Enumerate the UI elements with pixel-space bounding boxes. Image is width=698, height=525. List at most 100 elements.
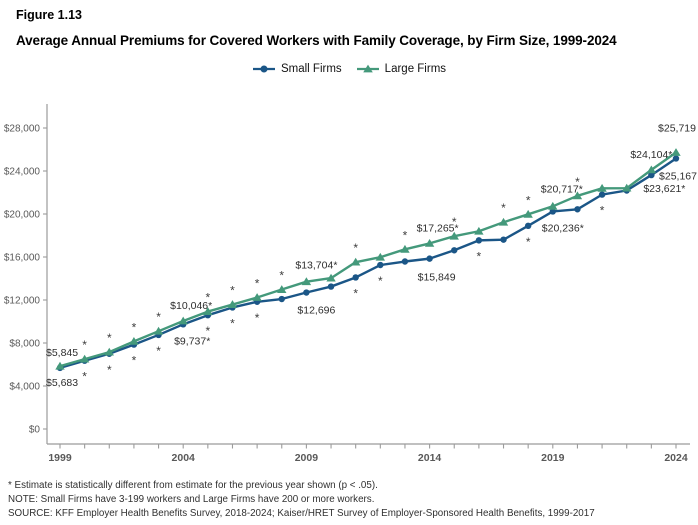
y-tick-label: $20,000 xyxy=(4,210,41,221)
data-point-large-firms-2023 xyxy=(646,165,657,174)
data-label-small-firms-2009: $12,696 xyxy=(297,305,335,317)
data-label-large-firms-2014: $17,265* xyxy=(417,222,459,234)
significance-asterisk-small-firms-2018: * xyxy=(526,235,531,249)
data-point-large-firms-1999 xyxy=(55,361,65,370)
y-tick-label: $16,000 xyxy=(4,253,41,264)
data-point-large-firms-2016 xyxy=(474,226,484,235)
data-point-small-firms-2015 xyxy=(451,247,458,254)
footnote-note: NOTE: Small Firms have 3-199 workers and… xyxy=(8,493,375,505)
triangle-marker-icon xyxy=(356,64,379,73)
data-point-large-firms-2002 xyxy=(129,336,139,345)
significance-asterisk-large-firms-2003: * xyxy=(156,310,161,324)
data-point-large-firms-2022 xyxy=(622,183,632,192)
significance-asterisk-large-firms-2011: * xyxy=(353,241,358,255)
data-point-small-firms-2009 xyxy=(303,289,310,296)
data-label-large-firms-1999: $5,845 xyxy=(46,347,78,359)
data-label-large-firms-2009: $13,704* xyxy=(295,260,337,272)
data-label-small-firms-2014: $15,849 xyxy=(418,272,456,284)
data-point-small-firms-2024 xyxy=(672,155,680,162)
data-label-large-firms-2024: $25,719 xyxy=(658,123,696,135)
significance-asterisk-large-firms-2017: * xyxy=(501,201,506,215)
y-tick-label: $28,000 xyxy=(4,124,41,135)
footnote-significance: * Estimate is statistically different fr… xyxy=(8,480,378,491)
data-point-large-firms-2000 xyxy=(79,354,90,363)
data-point-small-firms-2011 xyxy=(352,274,359,281)
data-point-large-firms-2014 xyxy=(424,239,435,247)
significance-asterisk-large-firms-2005: * xyxy=(206,291,211,305)
data-point-large-firms-2004 xyxy=(178,316,188,325)
data-point-large-firms-2001 xyxy=(104,347,114,356)
series-line-small-firms xyxy=(58,157,678,370)
footnotes: * Estimate is statistically different fr… xyxy=(8,479,595,520)
significance-asterisk-small-firms-2007: * xyxy=(255,311,260,325)
x-tick-label: 2024 xyxy=(664,452,688,464)
significance-asterisk-large-firms-2008: * xyxy=(279,269,284,283)
data-point-large-firms-2007 xyxy=(252,293,262,301)
x-tick-label: 1999 xyxy=(48,452,72,464)
data-point-small-firms-2013 xyxy=(401,258,409,265)
data-point-large-firms-2008 xyxy=(277,285,287,293)
significance-asterisk-small-firms-2000: * xyxy=(82,370,87,384)
significance-asterisk-small-firms-2006: * xyxy=(230,316,235,330)
figure-title: Average Annual Premiums for Covered Work… xyxy=(16,33,617,48)
data-point-large-firms-2013 xyxy=(400,244,410,253)
significance-asterisk-large-firms-2006: * xyxy=(230,284,235,298)
data-point-small-firms-2019 xyxy=(549,208,556,215)
data-point-large-firms-2009 xyxy=(301,277,312,286)
data-label-small-firms-1999: $5,683 xyxy=(46,377,78,389)
data-point-large-firms-2012 xyxy=(375,252,386,261)
legend-item-small-firms: Small Firms xyxy=(252,63,342,75)
significance-asterisk-small-firms-2003: * xyxy=(156,344,161,358)
legend-item-large-firms: Large Firms xyxy=(356,63,446,75)
data-label-small-firms-2004: $9,737* xyxy=(174,335,210,347)
significance-asterisk-large-firms-2007: * xyxy=(255,276,260,290)
data-point-small-firms-2021 xyxy=(598,191,606,198)
significance-asterisk-small-firms-2011: * xyxy=(353,286,358,300)
data-point-large-firms-2017 xyxy=(498,217,509,226)
data-point-large-firms-2021 xyxy=(597,183,607,192)
data-point-large-firms-2019 xyxy=(548,201,558,210)
data-point-small-firms-2014 xyxy=(426,255,433,262)
data-label-large-firms-2023: $24,104* xyxy=(630,149,672,161)
footnote-source: SOURCE: KFF Employer Health Benefits Sur… xyxy=(8,507,595,519)
significance-asterisk-large-firms-2000: * xyxy=(82,338,87,352)
significance-asterisk-large-firms-2020: * xyxy=(575,175,580,189)
significance-asterisk-small-firms-2002: * xyxy=(132,354,137,368)
data-point-large-firms-2010 xyxy=(326,273,336,282)
data-label-large-firms-2004: $10,046* xyxy=(170,300,212,312)
data-point-large-firms-2005 xyxy=(203,307,213,315)
significance-asterisk-small-firms-2012: * xyxy=(378,274,383,288)
legend-label-large-firms: Large Firms xyxy=(384,63,447,75)
data-point-large-firms-2006 xyxy=(227,300,238,308)
data-point-large-firms-2011 xyxy=(350,257,361,266)
y-tick-label: $12,000 xyxy=(4,296,41,307)
x-tick-label: 2019 xyxy=(541,452,565,464)
data-point-large-firms-2003 xyxy=(153,326,164,335)
data-label-small-firms-2019: $20,236* xyxy=(542,222,584,234)
circle-marker-icon xyxy=(252,65,275,73)
series-line-large-firms xyxy=(58,151,678,368)
data-label-small-firms-2024: $25,167 xyxy=(659,170,697,182)
data-label-small-firms-2023: $23,621* xyxy=(643,183,685,195)
significance-asterisk-small-firms-2021: * xyxy=(600,204,605,218)
x-tick-label: 2014 xyxy=(418,452,442,464)
data-point-small-firms-2020 xyxy=(574,206,581,213)
data-point-large-firms-2024 xyxy=(671,148,681,156)
data-point-large-firms-2018 xyxy=(523,209,533,218)
significance-asterisk-large-firms-2013: * xyxy=(403,228,408,242)
y-tick-label: $0 xyxy=(29,425,41,436)
data-point-small-firms-2010 xyxy=(327,283,335,290)
data-point-small-firms-2012 xyxy=(377,261,384,269)
data-point-small-firms-2023 xyxy=(648,171,655,179)
figure-number: Figure 1.13 xyxy=(16,8,82,22)
chart-legend: Small Firms Large Firms xyxy=(0,63,698,75)
y-tick-label: $4,000 xyxy=(9,382,40,393)
data-point-small-firms-2018 xyxy=(524,222,532,230)
significance-asterisk-small-firms-2016: * xyxy=(477,249,482,263)
significance-asterisk-large-firms-2002: * xyxy=(132,320,137,334)
y-tick-label: $24,000 xyxy=(4,167,41,178)
legend-label-small-firms: Small Firms xyxy=(280,63,342,75)
x-tick-label: 2004 xyxy=(172,452,196,464)
